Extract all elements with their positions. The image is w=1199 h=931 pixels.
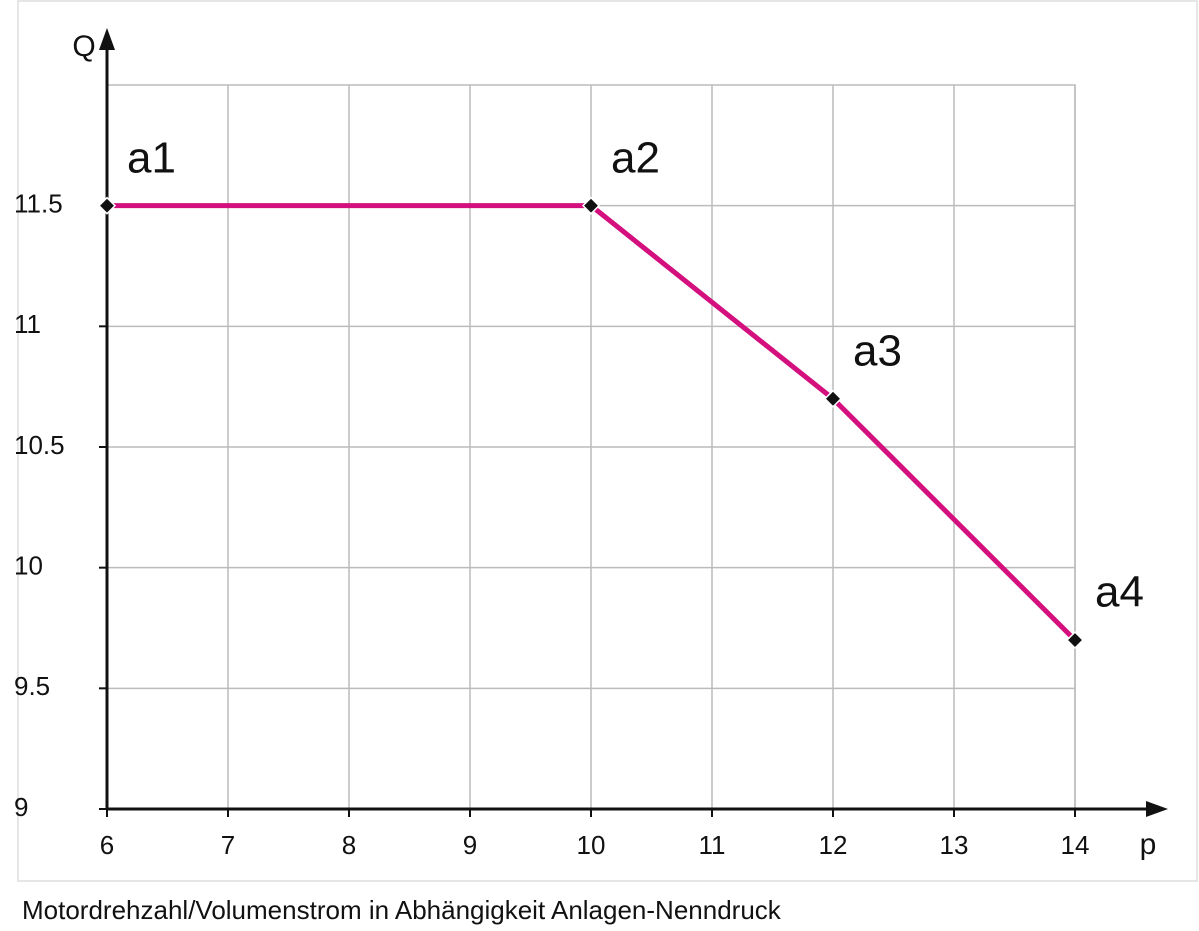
x-tick-label: 8 [342,830,356,860]
x-tick-label: 6 [100,830,114,860]
data-point [1065,631,1085,650]
x-tick-label: 11 [699,830,726,860]
data-point [97,196,117,215]
y-tick-label: 11 [14,309,41,339]
frame [17,0,1198,882]
data-point [823,389,843,408]
data-line [107,203,1077,642]
y-axis-label: Q [72,30,95,63]
y-tick-label: 10 [14,551,43,581]
point-label: a2 [611,133,660,182]
data-point [581,196,601,215]
point-label: a1 [127,133,176,182]
x-tick-label: 12 [819,830,848,860]
x-tick-label: 9 [463,830,477,860]
point-label: a4 [1095,568,1144,617]
y-tick-label: 9.5 [14,671,50,701]
x-axis-arrow [1146,801,1168,817]
x-tick-label: 13 [940,830,969,860]
y-tick-label: 11.5 [14,189,63,219]
x-tick-label: 7 [221,830,235,860]
y-tick-label: 9 [14,792,28,822]
x-axis-label: p [1140,828,1157,861]
caption: Motordrehzahl/Volumenstrom in Abhängigke… [22,895,782,925]
y-axis-arrow [99,28,115,50]
x-tick-label: 14 [1061,830,1090,860]
y-tick-label: 10.5 [14,430,65,460]
x-tick-label: 10 [577,830,606,860]
point-label: a3 [853,326,902,375]
